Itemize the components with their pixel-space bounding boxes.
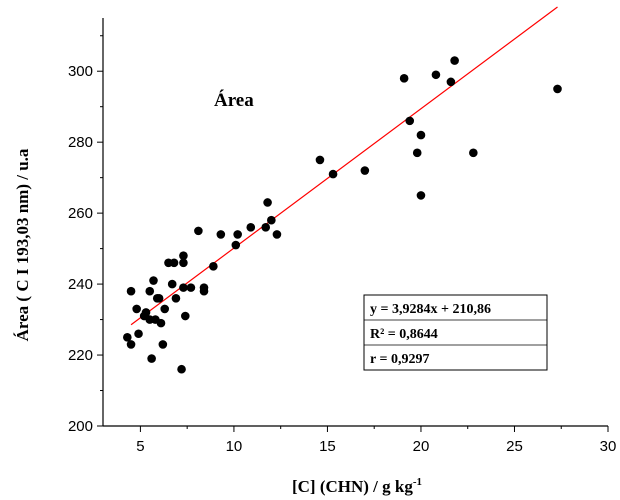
data-point [450,56,459,65]
data-point [267,215,276,225]
data-point [416,130,426,140]
y-tick-label: 200 [68,418,93,435]
equation-label: y = 3,9284x + 210,86 [370,302,491,317]
x-tick-label: 25 [506,438,523,455]
data-point [405,116,415,126]
data-point [169,258,179,268]
data-point [123,333,132,342]
data-point [132,304,141,314]
data-point [199,286,209,296]
data-point [233,230,242,239]
data-point [246,223,256,232]
data-point [399,74,409,83]
data-point [158,340,168,349]
data-point [186,283,196,292]
y-axis-label: Área ( C I 193,03 nm) / u.a [13,148,32,341]
y-tick-label: 300 [68,63,93,80]
y-tick-label: 220 [68,347,93,364]
x-tick-label: 30 [600,438,617,455]
chart-title: Área [214,89,254,111]
r-squared-label: R² = 0,8644 [370,327,438,342]
data-point [231,240,241,250]
x-tick-label: 15 [319,438,336,455]
data-point [149,276,158,285]
data-point [177,364,186,374]
data-point [446,77,456,87]
x-axis-label-text: [C] (CHN) / g kg [292,477,413,496]
data-point [141,308,151,317]
x-axis-label: [C] (CHN) / g kg-1 [292,476,422,496]
data-point [171,293,181,303]
data-point [160,304,170,314]
data-point [360,166,370,175]
regression-line [130,6,558,326]
data-point [134,329,143,339]
data-point [156,318,166,328]
data-point [145,286,155,296]
data-point [261,223,271,232]
data-point [469,148,478,158]
annotation-box: y = 3,9284x + 210,86 R² = 0,8644 r = 0,9… [363,294,548,371]
data-point [179,258,188,268]
data-point [209,262,218,271]
y-tick-label: 260 [68,205,93,222]
y-tick-label: 280 [68,134,93,151]
data-point [167,279,177,289]
data-point [553,84,562,94]
data-point [272,230,282,239]
data-point [328,169,338,179]
data-point [263,198,272,207]
data-point [216,230,226,239]
y-tick-label: 240 [68,276,93,293]
data-point [431,70,441,80]
data-point [126,340,136,349]
data-point [126,286,136,296]
data-point [194,226,203,236]
x-tick-label: 20 [413,438,430,455]
data-point [416,191,426,200]
x-tick-label: 5 [136,438,144,455]
data-point [180,311,190,321]
r-label: r = 0,9297 [370,352,429,367]
data-point [179,283,188,292]
data-point [147,354,156,363]
data-point [315,155,325,165]
data-point [179,251,188,261]
x-axis-label-superscript: -1 [413,476,422,488]
data-point [154,293,164,303]
x-tick-label: 10 [226,438,243,455]
data-point [412,148,422,158]
